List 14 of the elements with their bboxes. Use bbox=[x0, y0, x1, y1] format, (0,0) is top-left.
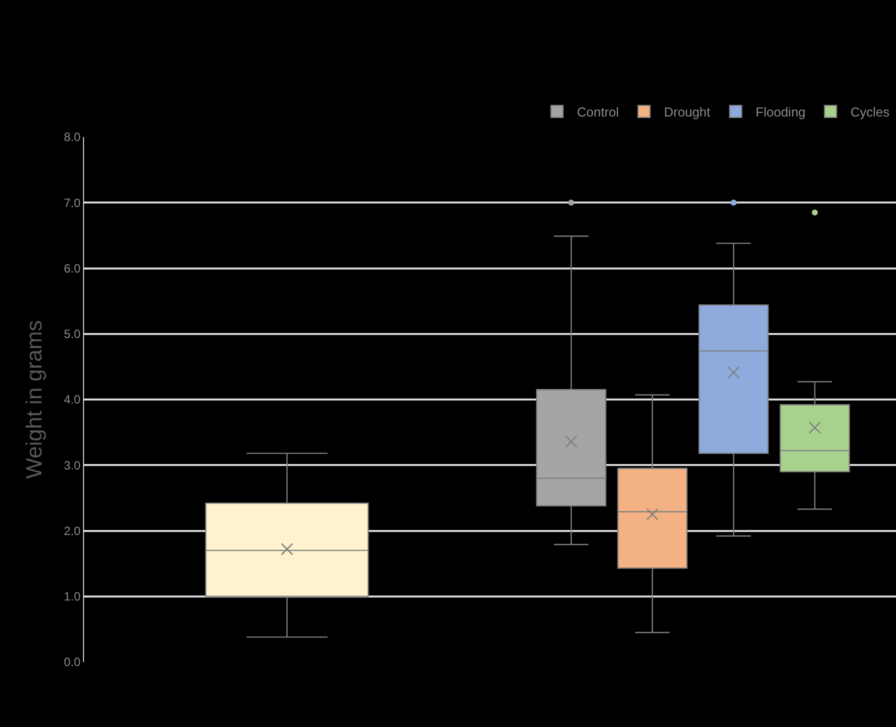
legend-label: Flooding bbox=[756, 104, 806, 120]
legend-label: Control bbox=[577, 104, 620, 120]
y-tick-label: 5.0 bbox=[64, 327, 81, 342]
y-tick-label: 3.0 bbox=[64, 458, 81, 472]
y-tick-label: 2.0 bbox=[64, 524, 81, 538]
y-tick-label: 1.0 bbox=[64, 590, 81, 604]
y-tick-label: 7.0 bbox=[64, 196, 81, 210]
y-tick-label: 6.0 bbox=[64, 261, 81, 276]
legend-label: Drought bbox=[664, 104, 711, 120]
y-axis-title: Weight in grams bbox=[22, 320, 47, 479]
y-tick-label: 4.0 bbox=[64, 392, 81, 407]
legend-label: Cycles bbox=[850, 104, 890, 120]
y-tick-label: 8.0 bbox=[64, 130, 81, 144]
y-tick-label: 0.0 bbox=[64, 655, 81, 670]
